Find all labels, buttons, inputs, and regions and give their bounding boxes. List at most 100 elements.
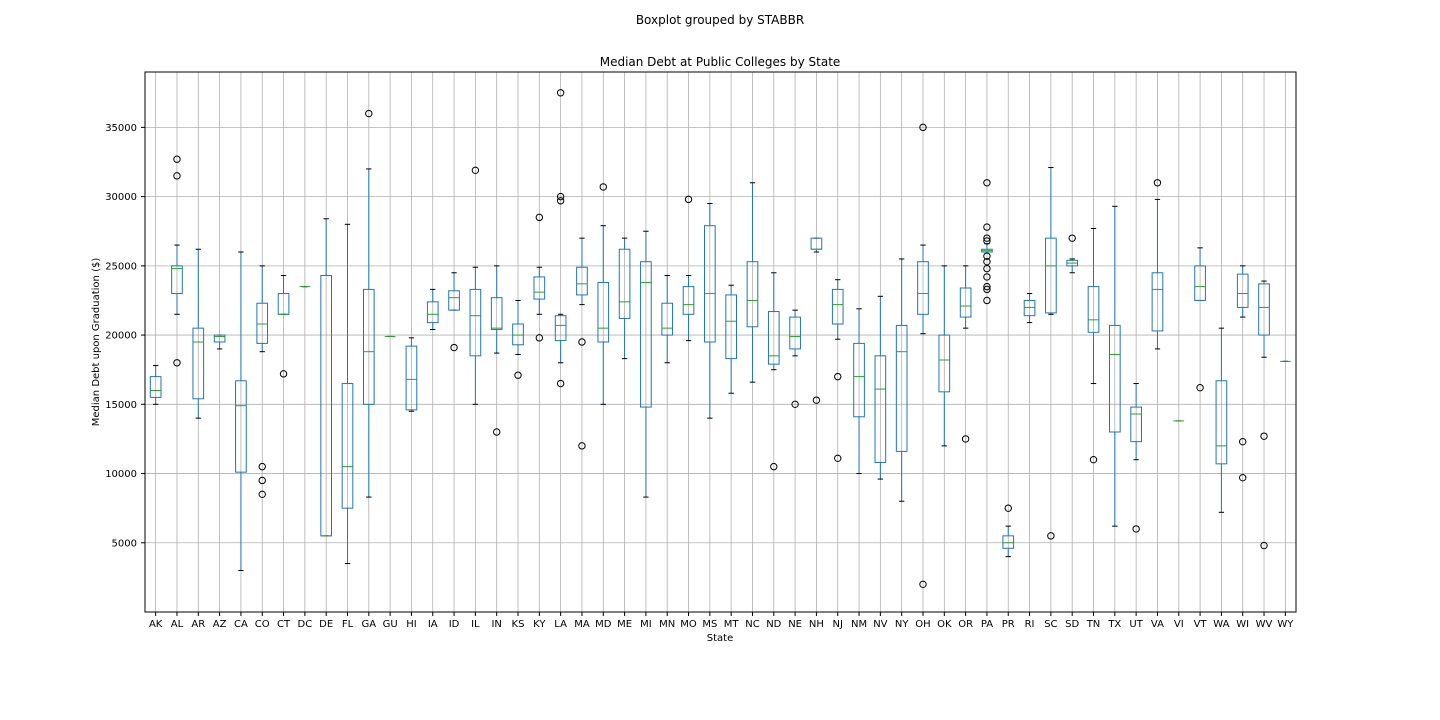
box-MD bbox=[597, 183, 610, 405]
box-IA bbox=[426, 288, 439, 331]
outlier-point bbox=[556, 197, 565, 205]
outlier-point bbox=[983, 264, 991, 273]
box-ID bbox=[448, 272, 460, 352]
box-iqr bbox=[362, 288, 375, 405]
box-UT bbox=[1130, 383, 1142, 533]
outlier-point bbox=[834, 372, 842, 381]
box-iqr bbox=[149, 376, 162, 398]
outlier-point bbox=[365, 109, 373, 118]
box-iqr bbox=[704, 225, 716, 343]
x-tick-label: PA bbox=[981, 619, 993, 630]
x-tick-label: TX bbox=[1107, 619, 1121, 630]
box-iqr bbox=[171, 265, 183, 295]
box-GA bbox=[362, 109, 375, 498]
x-axis-label: State bbox=[707, 633, 733, 644]
x-tick-label: OR bbox=[958, 619, 973, 630]
outlier-point bbox=[471, 166, 480, 175]
x-tick-label: VT bbox=[1194, 619, 1208, 630]
box-MS bbox=[704, 203, 716, 419]
box-KS bbox=[512, 299, 524, 379]
x-tick-label: MS bbox=[702, 619, 717, 630]
x-axis: AK AL AR AZ CA CO CT DC DE FL GA GU HI IA ID IL IN KS KY LA… bbox=[149, 612, 1294, 630]
y-tick-label: 20000 bbox=[105, 331, 137, 342]
outlier-point bbox=[770, 462, 778, 471]
x-tick-label: WV bbox=[1256, 619, 1273, 630]
outlier-point bbox=[812, 396, 821, 404]
outlier-point bbox=[535, 334, 544, 342]
outlier-point bbox=[1196, 383, 1204, 392]
outlier-point bbox=[279, 370, 288, 378]
x-tick-label: NY bbox=[895, 619, 909, 630]
outlier-point bbox=[1153, 179, 1162, 187]
outlier-point bbox=[258, 462, 266, 471]
box-KY bbox=[533, 213, 546, 342]
box-iqr bbox=[895, 324, 908, 452]
outlier-point bbox=[1260, 432, 1268, 440]
x-tick-label: RI bbox=[1025, 619, 1035, 630]
box-SD bbox=[1066, 234, 1079, 274]
box-iqr bbox=[405, 345, 418, 411]
box-iqr bbox=[938, 334, 951, 393]
outlier-point bbox=[1068, 234, 1076, 242]
box-WA bbox=[1215, 327, 1228, 513]
x-tick-label: VI bbox=[1174, 619, 1184, 630]
x-tick-label: OH bbox=[915, 619, 930, 630]
x-tick-label: DC bbox=[298, 619, 313, 630]
box-iqr bbox=[831, 288, 844, 325]
x-tick-label: FL bbox=[342, 619, 354, 630]
outlier-point bbox=[983, 273, 991, 281]
box-series bbox=[149, 89, 1291, 589]
box-AZ bbox=[213, 334, 226, 350]
box-AL bbox=[171, 155, 183, 367]
box-VA bbox=[1151, 179, 1164, 350]
box-NV bbox=[874, 295, 887, 480]
x-tick-label: VA bbox=[1151, 619, 1164, 630]
box-NH bbox=[810, 237, 823, 404]
x-tick-label: CT bbox=[277, 619, 291, 630]
outlier-point bbox=[599, 183, 607, 191]
box-iqr bbox=[682, 286, 695, 315]
x-tick-label: WY bbox=[1277, 619, 1294, 630]
box-iqr bbox=[1194, 265, 1206, 301]
outlier-point bbox=[1239, 473, 1247, 482]
box-iqr bbox=[618, 248, 631, 319]
x-tick-label: AL bbox=[171, 619, 184, 630]
x-tick-label: AZ bbox=[213, 619, 227, 630]
box-HI bbox=[405, 337, 418, 412]
box-MA bbox=[576, 237, 588, 450]
box-MO bbox=[682, 195, 695, 342]
box-WV bbox=[1258, 280, 1270, 550]
box-iqr bbox=[1236, 273, 1249, 308]
outlier-point bbox=[1089, 455, 1098, 464]
outlier-point bbox=[556, 379, 565, 388]
box-NM bbox=[853, 308, 865, 475]
box-iqr bbox=[661, 302, 674, 336]
box-CA bbox=[235, 251, 247, 571]
box-iqr bbox=[469, 288, 482, 357]
box-iqr bbox=[341, 383, 354, 509]
x-tick-label: GU bbox=[383, 619, 398, 630]
box-iqr bbox=[746, 261, 759, 328]
x-tick-label: NE bbox=[788, 619, 802, 630]
box-iqr bbox=[853, 342, 865, 418]
box-PA bbox=[981, 179, 993, 305]
outlier-point bbox=[983, 179, 991, 187]
x-tick-label: CA bbox=[234, 619, 248, 630]
outlier-point bbox=[514, 371, 522, 379]
grid-lines bbox=[145, 72, 1296, 612]
x-tick-label: TN bbox=[1086, 619, 1101, 630]
box-AK bbox=[149, 365, 162, 405]
box-iqr bbox=[533, 276, 546, 300]
chart-title: Median Debt at Public Colleges by State bbox=[600, 55, 841, 69]
x-tick-label: NV bbox=[873, 619, 887, 630]
box-MT bbox=[725, 284, 737, 394]
x-tick-label: PR bbox=[1002, 619, 1015, 630]
x-tick-label: KS bbox=[512, 619, 525, 630]
x-tick-label: SC bbox=[1044, 619, 1057, 630]
x-tick-label: HI bbox=[406, 619, 416, 630]
outlier-point bbox=[983, 296, 991, 305]
box-iqr bbox=[1108, 324, 1121, 433]
box-LA bbox=[554, 89, 567, 388]
outlier-point bbox=[1004, 504, 1012, 512]
box-iqr bbox=[767, 311, 780, 365]
